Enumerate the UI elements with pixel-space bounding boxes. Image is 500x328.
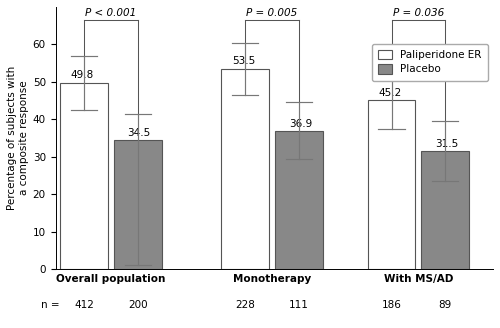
Bar (422, 151, 469, 269)
Text: P = 0.036: P = 0.036 (393, 8, 444, 18)
Text: 53.5: 53.5 (232, 56, 256, 67)
Bar (114, 140, 162, 269)
Y-axis label: Percentage of subjects with
a composite response: Percentage of subjects with a composite … (7, 66, 28, 210)
Text: 45.2: 45.2 (378, 88, 402, 97)
Text: 228: 228 (236, 299, 255, 310)
Bar (275, 131, 323, 269)
Text: n =: n = (42, 299, 60, 310)
Text: P < 0.001: P < 0.001 (85, 8, 136, 18)
Text: 186: 186 (382, 299, 402, 310)
Bar (368, 100, 416, 269)
Bar (60, 83, 108, 269)
Text: 49.8: 49.8 (71, 70, 94, 80)
Text: 412: 412 (74, 299, 94, 310)
Text: 200: 200 (128, 299, 148, 310)
Text: 36.9: 36.9 (289, 119, 312, 129)
Bar (222, 69, 269, 269)
Text: 34.5: 34.5 (128, 128, 151, 137)
Text: 31.5: 31.5 (435, 139, 458, 149)
Text: 89: 89 (438, 299, 452, 310)
Text: 111: 111 (289, 299, 309, 310)
Legend: Paliperidone ER, Placebo: Paliperidone ER, Placebo (372, 44, 488, 81)
Text: P = 0.005: P = 0.005 (246, 8, 298, 18)
